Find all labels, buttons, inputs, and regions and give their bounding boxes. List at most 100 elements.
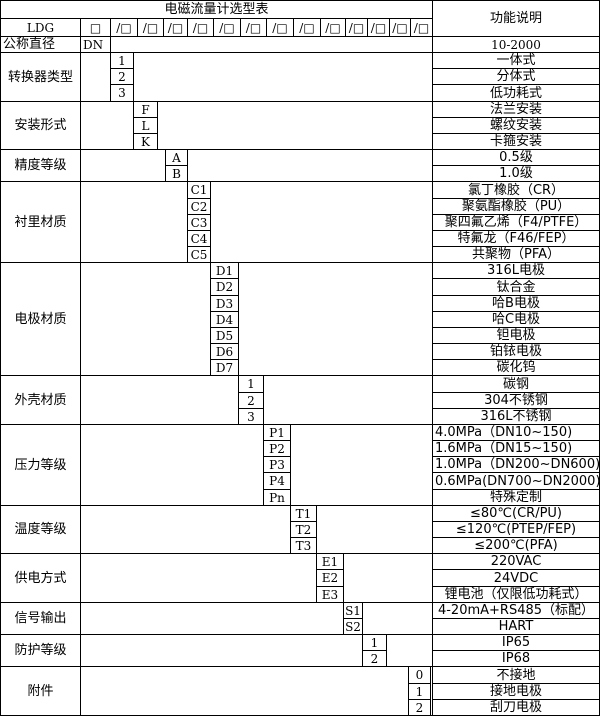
option-code: 0 (409, 667, 431, 684)
option-desc: ≤200℃(PFA) (433, 538, 600, 554)
blank-cell (188, 150, 433, 182)
model-box: /□ (368, 19, 390, 37)
option-code: D6 (211, 344, 239, 360)
option-code: K (134, 134, 158, 150)
group-label: 压力等级 (1, 425, 81, 506)
option-code: E1 (317, 554, 344, 570)
blank-cell (363, 603, 433, 635)
option-desc: 4-20mA+RS485（标配） (433, 603, 600, 619)
option-desc: 刮刀电极 (433, 700, 600, 716)
option-code: D5 (211, 328, 239, 344)
group-label: 精度等级 (1, 150, 81, 182)
blank-cell (291, 425, 433, 506)
blank-cell (111, 37, 433, 53)
blank-cell (134, 53, 433, 102)
group-label: 温度等级 (1, 506, 81, 554)
option-desc: 接地电极 (433, 684, 600, 700)
option-desc: 特殊定制 (433, 490, 600, 506)
option-desc: 304不锈钢 (433, 393, 600, 409)
blank-cell (387, 635, 433, 667)
blank-cell (81, 506, 291, 554)
option-code: D2 (211, 279, 239, 296)
model-box: /□ (390, 19, 411, 37)
option-desc: 共聚物（PFA） (433, 247, 600, 263)
option-code: C4 (188, 231, 211, 247)
blank-cell (81, 554, 317, 603)
option-desc: IP68 (433, 651, 600, 667)
option-desc: 碳钢 (433, 376, 600, 393)
option-code: 2 (363, 651, 387, 667)
blank-cell (81, 667, 409, 716)
option-code: D7 (211, 360, 239, 376)
model-box: /□ (241, 19, 267, 37)
blank-cell (239, 263, 433, 376)
blank-cell (317, 506, 433, 554)
option-code: T3 (291, 538, 317, 554)
model-box: /□ (164, 19, 188, 37)
model-box: /□ (188, 19, 214, 37)
blank-cell (81, 635, 363, 667)
option-desc: 聚氨酯橡胶（PU） (433, 199, 600, 215)
model-box: /□ (411, 19, 433, 37)
option-desc: 220VAC (433, 554, 600, 570)
option-code: A (166, 150, 188, 166)
option-desc: 低功耗式 (433, 85, 600, 102)
group-label: 外壳材质 (1, 376, 81, 425)
option-desc: 钛合金 (433, 279, 600, 296)
option-desc: 氯丁橡胶（CR） (433, 182, 600, 199)
option-desc: 锂电池（仅限低功耗式） (433, 587, 600, 603)
option-code: P3 (264, 457, 291, 473)
option-code: 2 (239, 393, 264, 409)
option-code: 1 (239, 376, 264, 393)
option-code: C2 (188, 199, 211, 215)
option-code: S1 (344, 603, 363, 619)
model-box: /□ (321, 19, 346, 37)
option-code: P1 (264, 425, 291, 441)
option-desc: 一体式 (433, 53, 600, 69)
blank-cell (158, 102, 433, 150)
model-box: /□ (214, 19, 241, 37)
model-box: /□ (111, 19, 138, 37)
option-code: 1 (111, 53, 134, 69)
option-desc: 分体式 (433, 69, 600, 85)
nominal-label: 公称直径 (1, 37, 81, 53)
table-title: 电磁流量计选型表 (1, 1, 433, 19)
option-code: C1 (188, 182, 211, 199)
option-desc: 聚四氟乙烯（F4/PTFE） (433, 215, 600, 231)
option-desc: 不接地 (433, 667, 600, 684)
blank-cell (81, 150, 166, 182)
option-code: 2 (111, 69, 134, 85)
option-desc: 卡箍安装 (433, 134, 600, 150)
option-desc: 1.0级 (433, 166, 600, 182)
model-box: /□ (267, 19, 294, 37)
model-box: □ (81, 19, 111, 37)
option-desc: 碳化钨 (433, 360, 600, 376)
option-code: B (166, 166, 188, 182)
function-header: 功能说明 (433, 1, 600, 37)
model-box: /□ (138, 19, 164, 37)
option-code: E2 (317, 570, 344, 587)
option-code: P2 (264, 441, 291, 457)
option-desc: 0.5级 (433, 150, 600, 166)
option-desc: 24VDC (433, 570, 600, 587)
option-code: 2 (409, 700, 431, 716)
option-code: T2 (291, 522, 317, 538)
option-code: D4 (211, 312, 239, 328)
option-desc: 特氟龙（F46/FEP） (433, 231, 600, 247)
option-code: L (134, 118, 158, 134)
group-label: 安装形式 (1, 102, 81, 150)
blank-cell (264, 376, 433, 425)
option-code: P4 (264, 473, 291, 490)
option-desc: 1.6MPa（DN15~150) (433, 441, 600, 457)
blank-cell (81, 182, 188, 263)
option-desc: 4.0MPa（DN10~150) (433, 425, 600, 441)
blank-cell (81, 425, 264, 506)
option-code: F (134, 102, 158, 118)
group-label: 转换器类型 (1, 53, 81, 102)
model-box: /□ (346, 19, 368, 37)
blank-cell (211, 182, 433, 263)
blank-cell (81, 376, 239, 425)
blank-cell (81, 603, 344, 635)
option-desc: 法兰安装 (433, 102, 600, 118)
option-desc: 铂铱电极 (433, 344, 600, 360)
